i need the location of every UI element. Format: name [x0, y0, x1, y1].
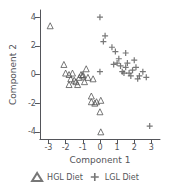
svg-text:-1: -1 [79, 143, 87, 152]
svg-text:Component 2: Component 2 [8, 44, 18, 105]
svg-text:LGL Diet: LGL Diet [105, 173, 139, 182]
svg-text:2: 2 [31, 41, 36, 50]
svg-text:HGL Diet: HGL Diet [47, 173, 83, 182]
svg-text:4: 4 [31, 13, 36, 22]
svg-text:-3: -3 [44, 143, 52, 152]
svg-text:0: 0 [97, 143, 102, 152]
svg-text:2: 2 [132, 143, 137, 152]
svg-text:3: 3 [149, 143, 154, 152]
svg-text:-2: -2 [62, 143, 70, 152]
svg-text:0: 0 [31, 70, 36, 79]
svg-text:Component 1: Component 1 [70, 155, 131, 165]
svg-text:1: 1 [115, 143, 120, 152]
svg-text:-4: -4 [28, 127, 36, 136]
svg-text:-2: -2 [28, 99, 36, 108]
